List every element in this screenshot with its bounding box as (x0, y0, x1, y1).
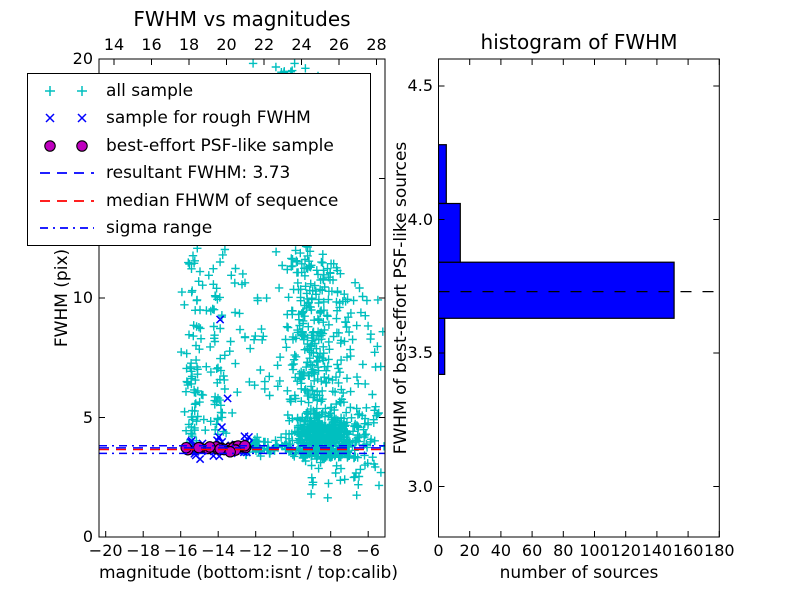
legend-item: resultant FWHM: 3.73 (28, 160, 370, 186)
right-xtick-label: 0 (433, 541, 444, 560)
left-top-xtick-label: 16 (141, 35, 162, 54)
right-xtick-label: 180 (704, 541, 735, 560)
left-plot-area (99, 59, 385, 502)
left-top-xtick-label: 18 (178, 35, 200, 54)
left-xtick-label: −12 (238, 541, 273, 560)
right-ytick-label: 4.5 (407, 76, 433, 95)
right-xtick-label: 140 (641, 541, 673, 560)
right-plot-title: histogram of FWHM (480, 30, 678, 54)
legend-item: best-effort PSF-like sample (28, 133, 370, 159)
right-plot-spines (438, 58, 720, 538)
plus-legend-marker-icon (45, 85, 87, 96)
right-plot-area (438, 144, 720, 375)
left-top-xtick-label: 26 (328, 35, 350, 54)
right-ytick-label: 3.0 (407, 476, 433, 496)
legend-item: median FHWM of sequence (28, 188, 370, 214)
legend-item-label: best-effort PSF-like sample (106, 135, 334, 156)
left-ytick-label: 10 (72, 288, 93, 307)
psf-sample-point (204, 441, 216, 453)
left-xtick-label: −10 (276, 541, 311, 560)
right-xtick-label: 160 (672, 541, 704, 560)
legend-item-label: resultant FWHM: 3.73 (106, 163, 291, 184)
left-top-xtick-label: 22 (253, 35, 275, 54)
right-ytick-label: 3.5 (407, 343, 433, 362)
right-xtick-label: 40 (490, 541, 512, 560)
legend-item: sigma range (28, 215, 370, 241)
dashdot-legend-marker-icon (40, 227, 94, 230)
legend-item-label: sample for rough FWHM (106, 108, 311, 129)
left-xtick-label: −20 (88, 541, 123, 560)
legend-item-label: all sample (106, 80, 194, 101)
right-xtick-label: 100 (579, 541, 610, 560)
right-ytick-label: 4.0 (407, 209, 433, 229)
left-ytick-label: 0 (82, 527, 93, 546)
legend-box: all sample sample for rough FWHM best-effo… (27, 73, 371, 246)
left-plot-title: FWHM vs magnitudes (133, 7, 351, 31)
right-xtick-label: 80 (553, 541, 574, 560)
left-top-xtick-label: 14 (103, 35, 125, 54)
left-xtick-label: −14 (201, 541, 236, 560)
histogram-bar (438, 144, 447, 204)
legend-item: all sample (28, 78, 370, 104)
histogram-bar (438, 317, 446, 375)
left-plot-ticks (99, 58, 385, 538)
cross-legend-marker-icon (45, 113, 87, 123)
legend-item: sample for rough FWHM (28, 105, 370, 131)
left-ytick-label: 20 (72, 49, 93, 68)
dashed-legend-marker-icon (40, 172, 94, 175)
histogram-bar (438, 261, 675, 319)
left-xtick-label: −8 (318, 541, 343, 560)
left-ytick-label: 5 (82, 407, 93, 427)
legend-item-label: sigma range (106, 218, 213, 239)
circle-legend-marker-icon (44, 140, 88, 152)
right-plot-ylabel: FWHM of best-effort PSF-like sources (391, 141, 411, 455)
left-top-xtick-label: 24 (291, 35, 312, 54)
left-xtick-label: −18 (126, 541, 161, 560)
right-xtick-label: 20 (459, 541, 480, 560)
right-plot-xlabel: number of sources (499, 563, 659, 583)
dashed-legend-marker-icon (40, 199, 94, 202)
left-top-xtick-label: 20 (216, 35, 237, 54)
legend-item-label: median FHWM of sequence (106, 190, 339, 211)
left-plot-xlabel: magnitude (bottom:isnt / top:calib) (99, 563, 398, 583)
left-xtick-label: −6 (356, 541, 380, 560)
right-xtick-label: 60 (521, 541, 543, 560)
left-top-xtick-label: 28 (366, 35, 387, 54)
right-xtick-label: 120 (610, 541, 641, 560)
histogram-bar (438, 202, 461, 263)
right-plot-ticks (438, 59, 720, 537)
left-xtick-label: −16 (163, 541, 198, 560)
